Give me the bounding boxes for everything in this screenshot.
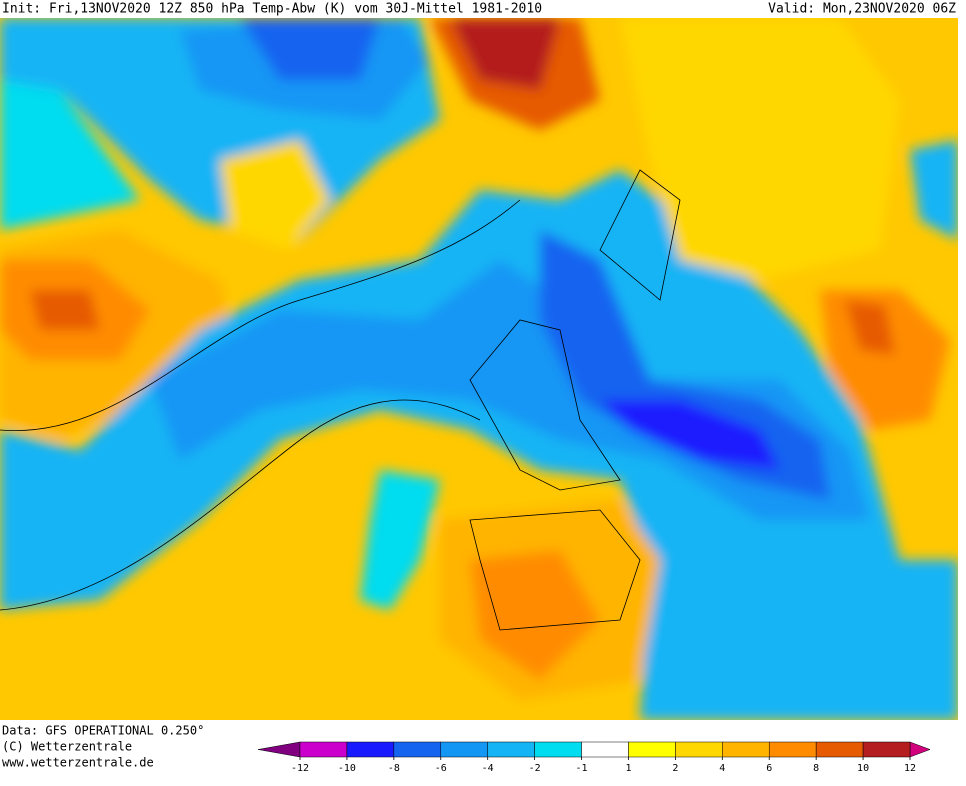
- colorbar-under: [257, 741, 301, 758]
- colorbar-label: 1: [625, 763, 631, 774]
- colorbar-bin: [487, 741, 535, 758]
- colorbar-bin: [581, 741, 629, 758]
- anomaly-field: [0, 18, 958, 720]
- contour-line: [0, 199, 521, 611]
- coastline: [469, 169, 681, 631]
- colorbar-label: 6: [766, 763, 772, 774]
- colorbar-label: -8: [388, 763, 400, 774]
- colorbar-bin: [346, 741, 395, 758]
- colorbar-label: 12: [904, 763, 916, 774]
- colorbar-bin: [299, 741, 348, 758]
- colorbar-bin: [675, 741, 723, 758]
- map: [0, 18, 958, 720]
- footer-copyright: (C) Wetterzentrale: [2, 740, 132, 754]
- colorbar-label: -6: [435, 763, 447, 774]
- colorbar-label: -12: [291, 763, 309, 774]
- colorbar-label: -4: [482, 763, 494, 774]
- colorbar-bin: [628, 741, 676, 758]
- colorbar-bin: [393, 741, 442, 758]
- colorbar-label: 2: [672, 763, 678, 774]
- footer-url: www.wetterzentrale.de: [2, 756, 154, 770]
- colorbar-label: -1: [576, 763, 588, 774]
- colorbar-bin: [862, 741, 911, 758]
- colorbar-label: -2: [529, 763, 541, 774]
- colorbar-bin: [768, 741, 817, 758]
- colorbar-label: 10: [857, 763, 869, 774]
- footer-data: Data: GFS OPERATIONAL 0.250°: [2, 724, 204, 738]
- colorbar-bin: [815, 741, 864, 758]
- header-init: Init: Fri,13NOV2020 12Z 850 hPa Temp-Abw…: [2, 2, 542, 17]
- colorbar: -12 -10 -8 -6 -4 -2 -1 1 2 4 6 8 10 12: [257, 741, 931, 774]
- colorbar-over: [909, 741, 931, 758]
- colorbar-label: 8: [813, 763, 819, 774]
- colorbar-bin: [440, 741, 488, 758]
- colorbar-label: -10: [338, 763, 356, 774]
- colorbar-bin: [722, 741, 770, 758]
- colorbar-bin: [534, 741, 582, 758]
- colorbar-label: 4: [719, 763, 725, 774]
- header-valid: Valid: Mon,23NOV2020 06Z: [768, 2, 956, 17]
